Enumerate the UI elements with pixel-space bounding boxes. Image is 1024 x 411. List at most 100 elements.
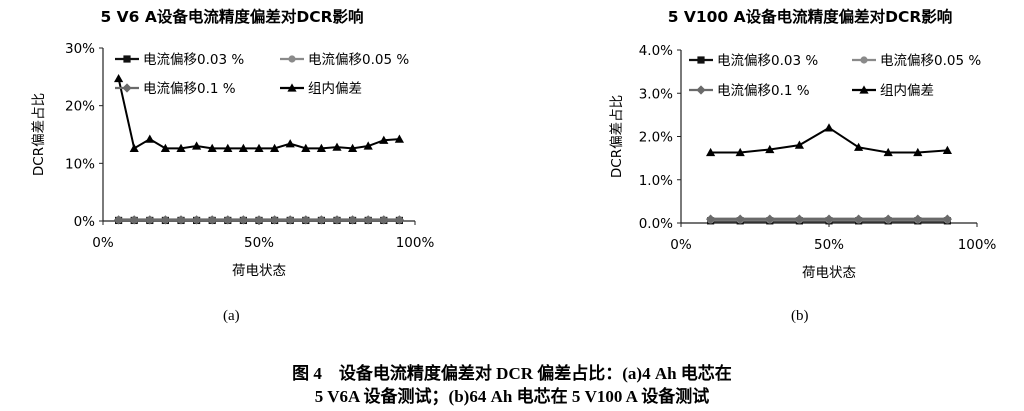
y-tick-label: 30% [65, 41, 95, 57]
y-tick-label: 20% [65, 99, 95, 115]
y-tick-label: 3.0% [639, 86, 673, 102]
data-point [794, 214, 804, 224]
data-point [254, 143, 264, 152]
series-3 [706, 214, 952, 224]
legend-entry: 电流偏移0.03 % [115, 52, 244, 68]
legend-entry: 组内偏差 [852, 83, 934, 99]
data-point [735, 147, 745, 157]
legend-marker [122, 83, 132, 93]
data-point [332, 142, 342, 151]
data-point [192, 215, 202, 225]
data-point [348, 215, 358, 225]
chart-b: 5 V100 A设备电流精度偏差对DCR影响 0.0% 1.0% 2.0% 3.0% 4.… [609, 7, 996, 281]
data-point [854, 142, 864, 151]
legend-label: 电流偏移0.05 % [880, 53, 981, 69]
data-point [316, 215, 326, 225]
data-point [735, 214, 745, 224]
legend-label: 组内偏差 [880, 83, 934, 99]
data-point [332, 215, 342, 225]
data-point [394, 134, 404, 143]
data-point [301, 215, 311, 225]
data-point [942, 145, 952, 154]
legend-marker [696, 85, 706, 95]
data-point [883, 147, 893, 157]
legend-label: 电流偏移0.1 % [717, 83, 810, 99]
legend-label: 电流偏移0.05 % [308, 52, 409, 68]
x-axis-label: 荷电状态 [802, 265, 856, 281]
data-point [176, 143, 186, 152]
legend-entry: 电流偏移0.05 % [280, 52, 409, 68]
x-axis-label: 荷电状态 [232, 263, 286, 279]
data-point [794, 140, 804, 149]
legend-marker [123, 55, 131, 63]
data-point [765, 144, 775, 154]
data-point [270, 143, 280, 152]
data-point [765, 214, 775, 224]
legend-marker [288, 55, 296, 63]
legend-entry: 电流偏移0.1 % [689, 83, 810, 99]
data-point [129, 143, 139, 152]
series-3 [114, 215, 404, 225]
data-point [913, 147, 923, 157]
subfigure-label-a: (a) [223, 308, 240, 324]
data-point [223, 143, 233, 152]
chart-title: 5 V6 A设备电流精度偏差对DCR影响 [100, 7, 363, 26]
data-point [254, 215, 264, 225]
data-point [160, 215, 170, 225]
legend-marker [859, 85, 869, 94]
data-point [706, 147, 716, 157]
data-point [223, 215, 233, 225]
data-point [207, 143, 217, 152]
data-point [160, 143, 170, 152]
data-point [285, 215, 295, 225]
data-point [348, 143, 358, 152]
y-axis-label: DCR偏差占比 [31, 93, 47, 176]
legend-marker [697, 56, 705, 64]
legend-marker [860, 56, 868, 64]
data-point [824, 123, 834, 132]
legend-label: 电流偏移0.1 % [143, 81, 236, 97]
x-tick-label: 50% [814, 237, 844, 253]
y-tick-label: 4.0% [639, 43, 673, 59]
data-point [854, 214, 864, 224]
data-point [363, 141, 373, 150]
data-point [824, 214, 834, 224]
series-4 [706, 123, 952, 157]
x-tick-label: 50% [244, 235, 274, 251]
data-point [114, 215, 124, 225]
legend-entry: 电流偏移0.05 % [852, 53, 981, 69]
legend-entry: 组内偏差 [280, 81, 362, 97]
y-tick-label: 1.0% [639, 173, 673, 189]
data-point [114, 73, 124, 83]
data-point [883, 214, 893, 224]
data-point [129, 215, 139, 225]
x-tick-label: 0% [92, 235, 114, 251]
subfigure-label-b: (b) [791, 308, 809, 324]
legend-entry: 电流偏移0.03 % [689, 53, 818, 69]
data-point [301, 143, 311, 152]
chart-title: 5 V100 A设备电流精度偏差对DCR影响 [668, 7, 953, 26]
data-point [238, 215, 248, 225]
y-tick-label: 0.0% [639, 216, 673, 232]
y-tick-label: 10% [65, 156, 95, 172]
data-point [942, 214, 952, 224]
data-point [394, 215, 404, 225]
data-point [706, 214, 716, 224]
data-point [379, 135, 389, 144]
data-point [176, 215, 186, 225]
figure-caption-line-2: 5 V6A 设备测试；(b)64 Ah 电芯在 5 V100 A 设备测试 [314, 387, 710, 406]
data-point [913, 214, 923, 224]
data-point [270, 215, 280, 225]
series-line [710, 126, 948, 154]
y-tick-label: 0% [74, 214, 96, 230]
data-point [145, 215, 155, 225]
data-point [207, 215, 217, 225]
x-tick-label: 100% [396, 235, 435, 251]
chart-a: 5 V6 A设备电流精度偏差对DCR影响 0% 10% 20% 30% 0% 50% 100%… [31, 7, 434, 279]
x-tick-label: 100% [958, 237, 997, 253]
data-point [316, 143, 326, 152]
legend-marker [287, 83, 297, 92]
x-tick-label: 0% [670, 237, 692, 253]
legend-entry: 电流偏移0.1 % [115, 81, 236, 97]
y-axis-label: DCR偏差占比 [609, 95, 625, 178]
